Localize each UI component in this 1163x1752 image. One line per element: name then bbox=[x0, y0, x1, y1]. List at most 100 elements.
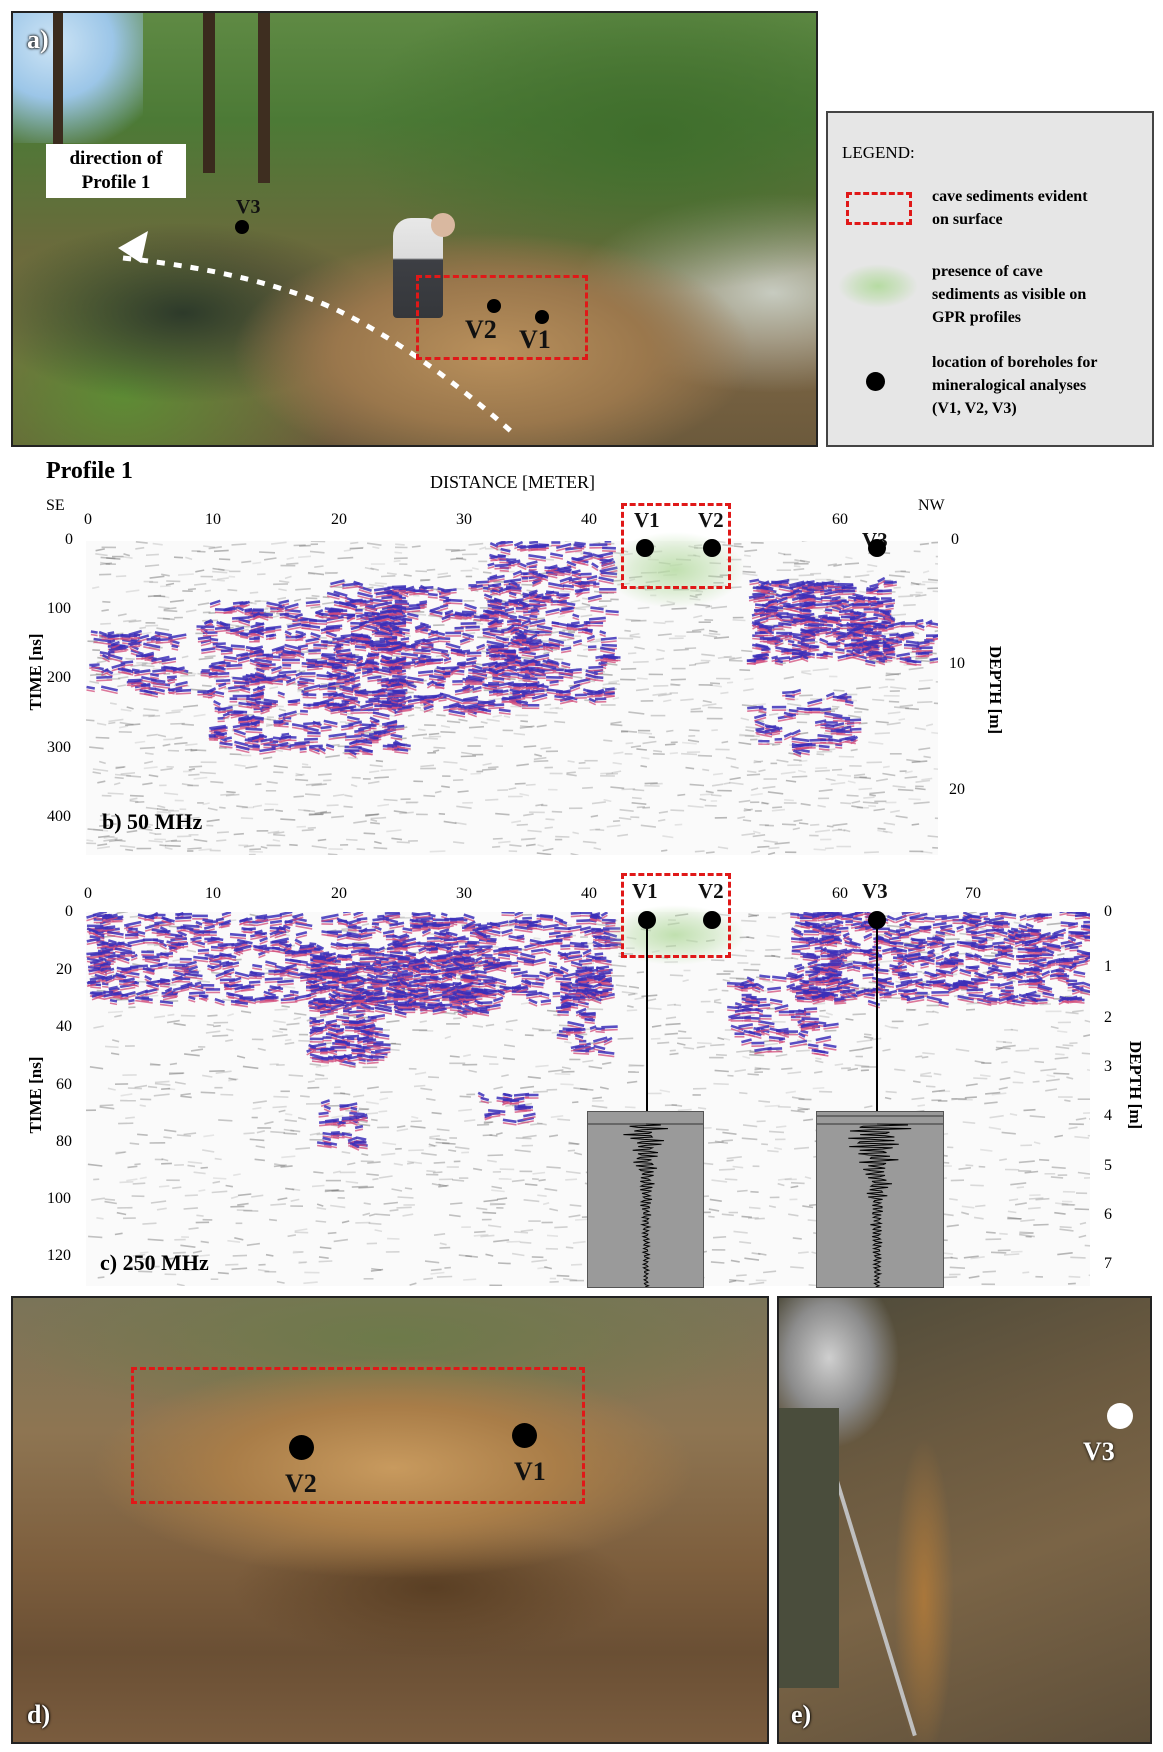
gpr-b-xtick: 0 bbox=[84, 511, 92, 528]
gpr-c-depth-tick: 5 bbox=[1104, 1157, 1112, 1174]
gpr-c-xtick: 10 bbox=[205, 885, 221, 902]
gpr-c-frequency-label: c) 250 MHz bbox=[100, 1250, 209, 1275]
gpr-c-depth-tick: 0 bbox=[1104, 903, 1112, 920]
gpr-c-v3-dot bbox=[868, 911, 886, 929]
gpr-c-v3-waveform bbox=[817, 1115, 943, 1288]
gpr-c-depth-tick: 4 bbox=[1104, 1107, 1112, 1124]
gpr-c-xtick: 0 bbox=[84, 885, 92, 902]
gpr-c-v3-borehole-line bbox=[876, 925, 878, 1113]
gpr-b-frequency-label: b) 50 MHz bbox=[102, 809, 203, 834]
panel-a-label: a) bbox=[27, 25, 49, 54]
legend-item3-line1: location of boreholes for bbox=[932, 354, 1098, 371]
gpr-b-time-tick: 300 bbox=[47, 739, 71, 756]
gpr-c-depth-tick: 3 bbox=[1104, 1058, 1112, 1075]
gpr-b-depth-tick: 0 bbox=[951, 531, 959, 548]
gpr-c-v1-label: V1 bbox=[632, 879, 658, 903]
gpr-b-v3-dot bbox=[868, 539, 886, 557]
gpr-c-depth-tick: 2 bbox=[1104, 1009, 1112, 1026]
path-overlay bbox=[118, 231, 515, 435]
gpr-c-xtick: 30 bbox=[456, 885, 472, 902]
gpr-b-xtick: 20 bbox=[331, 511, 347, 528]
gpr-c-v1-borehole-line bbox=[646, 925, 648, 1113]
gpr-c-v1-waveform bbox=[588, 1123, 703, 1288]
gpr-b-xtick: 10 bbox=[205, 511, 221, 528]
gpr-b-time-axis-label: TIME [ns] bbox=[26, 633, 45, 711]
gpr-c-v3-label: V3 bbox=[862, 879, 888, 903]
v1-label-d: V1 bbox=[514, 1457, 546, 1486]
legend-sediment-swatch bbox=[846, 192, 912, 225]
gpr-c-time-tick: 40 bbox=[56, 1018, 72, 1035]
nw-label: NW bbox=[918, 497, 945, 514]
legend-gpr-swatch bbox=[838, 261, 918, 311]
gpr-c-time-tick: 0 bbox=[65, 903, 73, 920]
gpr-c-xtick: 40 bbox=[581, 885, 597, 902]
gpr-b-xtick: 60 bbox=[832, 511, 848, 528]
gpr-b-depth-tick: 20 bbox=[949, 781, 965, 798]
legend-item2-line3: GPR profiles bbox=[932, 309, 1022, 326]
gpr-b-time-tick: 400 bbox=[47, 808, 71, 825]
gpr-c-v1-dot bbox=[638, 911, 656, 929]
gpr-b-depth-tick: 10 bbox=[949, 655, 965, 672]
gpr-b-time-tick: 100 bbox=[47, 600, 71, 617]
gpr-c-v3-trace-box bbox=[816, 1111, 944, 1288]
legend-box: LEGEND: cave sediments evident on surfac… bbox=[826, 111, 1154, 447]
distance-axis-label: DISTANCE [METER] bbox=[430, 472, 596, 492]
gpr-c-xtick: 60 bbox=[832, 885, 848, 902]
legend-item3-line3: (V1, V2, V3) bbox=[932, 400, 1017, 417]
v2-label-a: V2 bbox=[465, 315, 497, 344]
legend-item2-line2: sediments as visible on bbox=[932, 286, 1087, 303]
gpr-b-v2-dot bbox=[703, 539, 721, 557]
profile-title: Profile 1 bbox=[46, 458, 133, 484]
gpr-c-v2-dot bbox=[703, 911, 721, 929]
v1-borehole-a bbox=[535, 310, 549, 324]
gpr-c-v2-label: V2 bbox=[698, 879, 724, 903]
gpr-c-depth-axis-label: DEPTH [m] bbox=[1126, 1040, 1145, 1130]
gpr-b-sediment-glow bbox=[605, 530, 745, 610]
sediment-box-a bbox=[416, 275, 588, 360]
gpr-b-time-tick: 0 bbox=[65, 531, 73, 548]
v3-label-a: V3 bbox=[236, 196, 261, 218]
legend-borehole-dot bbox=[866, 372, 885, 391]
sediment-box-d bbox=[131, 1367, 585, 1504]
gpr-c-sediment-box bbox=[621, 873, 731, 958]
legend-item2-line1: presence of cave bbox=[932, 263, 1043, 280]
gpr-c-xtick: 70 bbox=[965, 885, 981, 902]
legend-item3-line2: mineralogical analyses bbox=[932, 377, 1087, 394]
photo-panel-d: V2 V1 d) bbox=[11, 1296, 769, 1744]
gpr-b-sediment-box bbox=[621, 503, 731, 589]
panel-d-label: d) bbox=[27, 1700, 51, 1729]
panel-e-label: e) bbox=[791, 1700, 812, 1729]
v2-borehole-d bbox=[289, 1435, 314, 1460]
gpr-radargram-50mhz bbox=[86, 541, 938, 855]
v2-borehole-a bbox=[487, 299, 501, 313]
auger-rod bbox=[834, 1476, 917, 1737]
gpr-c-sediment-glow bbox=[605, 905, 745, 970]
direction-label: direction of Profile 1 bbox=[46, 144, 186, 198]
se-label: SE bbox=[46, 497, 65, 514]
gpr-b-xtick: 40 bbox=[581, 511, 597, 528]
gpr-b-v1-dot bbox=[636, 539, 654, 557]
v3-borehole-e bbox=[1107, 1403, 1133, 1429]
v3-borehole-a bbox=[235, 220, 249, 234]
gpr-b-time-tick: 200 bbox=[47, 669, 71, 686]
v3-label-e: V3 bbox=[1083, 1437, 1115, 1466]
v2-label-d: V2 bbox=[285, 1469, 317, 1498]
photo-panel-a: a) direction of Profile 1 V3 V2 V1 bbox=[11, 11, 818, 447]
photo-panel-e: V3 e) bbox=[777, 1296, 1152, 1744]
gpr-c-depth-tick: 7 bbox=[1104, 1255, 1112, 1272]
gpr-c-xtick: 20 bbox=[331, 885, 347, 902]
gpr-c-depth-tick: 1 bbox=[1104, 958, 1112, 975]
gpr-b-xtick: 30 bbox=[456, 511, 472, 528]
v1-label-a: V1 bbox=[519, 325, 551, 354]
v1-borehole-d bbox=[512, 1423, 537, 1448]
gpr-b-depth-axis-label: DEPTH [m] bbox=[986, 645, 1005, 735]
gpr-c-time-tick: 100 bbox=[47, 1190, 71, 1207]
legend-title: LEGEND: bbox=[842, 143, 915, 162]
gpr-c-v1-trace-box bbox=[587, 1111, 704, 1288]
gpr-c-time-tick: 120 bbox=[47, 1247, 71, 1264]
gpr-b-v2-label: V2 bbox=[698, 508, 724, 532]
gpr-b-v1-label: V1 bbox=[634, 508, 660, 532]
gpr-c-depth-tick: 6 bbox=[1104, 1206, 1112, 1223]
legend-item1-line1: cave sediments evident bbox=[932, 188, 1088, 205]
gpr-c-time-axis-label: TIME [ns] bbox=[26, 1056, 45, 1134]
